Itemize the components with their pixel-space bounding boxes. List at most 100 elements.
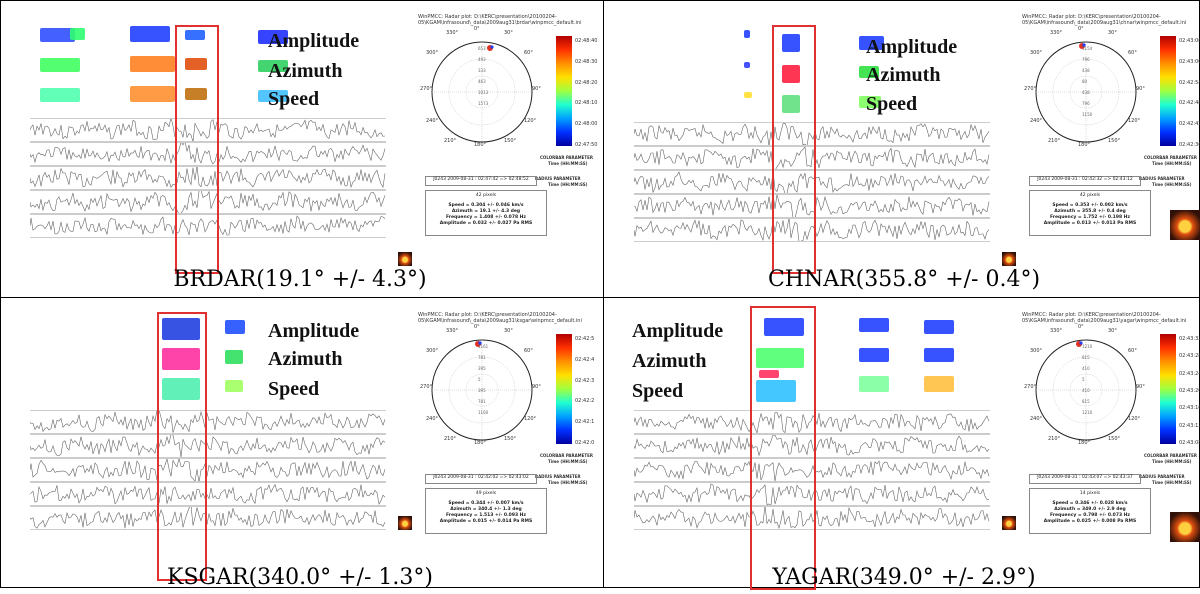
- colorbar-tick: 02:43:16: [1179, 405, 1200, 412]
- waveform-trace: [634, 170, 990, 194]
- stat-azimuth: Azimuth = 349.0 +/- 2.9 deg: [1054, 507, 1126, 512]
- radius-tick: 1150: [1082, 112, 1093, 117]
- compass-label: 120°: [524, 416, 537, 422]
- colorbar-tick: 02:43:28: [1179, 353, 1200, 360]
- pmcc-pixel-cluster: [162, 318, 200, 340]
- radius-tick: 5: [478, 377, 481, 382]
- waveform-line: [30, 215, 386, 236]
- pmcc-pixel-cluster: [258, 90, 288, 102]
- pmcc-pixel-cluster: [859, 96, 881, 108]
- compass-label: 120°: [1128, 118, 1141, 124]
- stat-speed: Speed = 0.304 +/- 0.046 km/s: [448, 203, 524, 208]
- radius-tick: 1013: [478, 90, 489, 95]
- radius-tick: 410: [1082, 366, 1090, 371]
- radius-parameter: RADIUS PARAMETER: [1139, 176, 1185, 181]
- waveform-line: [30, 191, 386, 213]
- compass-label: 120°: [524, 118, 537, 124]
- compass-label: 60°: [1128, 348, 1137, 354]
- colorbar-tick: 02:43:24: [1179, 370, 1200, 377]
- compass-label: 210°: [444, 138, 457, 144]
- compass-label: 90°: [532, 86, 541, 92]
- compass-label: 210°: [1048, 138, 1061, 144]
- compass-label: 90°: [1136, 384, 1145, 390]
- time-range: J0243 2009-08-31 : 02:42:32 => 02:43:12: [1037, 177, 1133, 182]
- radius-tick: 815: [1082, 399, 1090, 404]
- pmcc-pixel-cluster: [859, 36, 884, 50]
- waveform-trace: [634, 146, 990, 170]
- compass-label: 330°: [1050, 328, 1063, 334]
- colorbar-time: Time (HH:MM:SS): [1152, 459, 1192, 464]
- radius-parameter: RADIUS PARAMETER: [535, 176, 581, 181]
- colorbar-time: Time (HH:MM:SS): [1152, 161, 1192, 166]
- pmcc-logo-large: [1170, 210, 1200, 240]
- waveform-line: [634, 171, 990, 193]
- pmcc-pixel-cluster: [756, 348, 804, 368]
- pmcc-pixel-cluster: [185, 30, 205, 40]
- pmcc-pixel-cluster: [162, 348, 200, 370]
- highlight-box: [175, 25, 219, 274]
- radius-tick: 493: [478, 57, 486, 62]
- pmcc-plot: [626, 308, 998, 538]
- pmcc-pixel-cluster: [744, 62, 750, 68]
- colorbar-tick: 02:47:50: [575, 142, 598, 148]
- waveform-line: [634, 507, 990, 529]
- pmcc-pixel-cluster: [130, 86, 175, 102]
- pixel-count: 14 pixels: [1079, 491, 1101, 496]
- panel-ksgar: Amplitude Azimuth Speed WinPMCC: Radar plot…: [0, 298, 600, 594]
- waveform-trace: [30, 506, 386, 530]
- label-amplitude: Amplitude: [866, 36, 958, 58]
- colorbar-tick: 02:42:54: [1179, 79, 1200, 86]
- radar-title: WinPMCC: Radar plot: D:\KERC\presentatio…: [1022, 14, 1187, 26]
- divider-vertical: [603, 0, 604, 588]
- panel-chnar: Amplitude Azimuth Speed WinPMCC: Radar plot…: [604, 0, 1200, 296]
- waveform-line: [634, 483, 990, 505]
- radius-parameter: RADIUS PARAMETER: [1139, 474, 1185, 479]
- polar-plot: [431, 339, 533, 441]
- colorbar-tick: 02:48:00: [575, 121, 598, 128]
- colorbar-tick: 02:43:08: [1179, 440, 1200, 446]
- pmcc-logo-large: [1170, 512, 1200, 542]
- radius-tick: 796: [1082, 101, 1090, 106]
- waveform-line: [634, 460, 990, 481]
- waveform-line: [30, 507, 386, 529]
- pmcc-pixel-cluster: [859, 376, 889, 392]
- pmcc-pixel-cluster: [70, 28, 85, 40]
- label-speed: Speed: [268, 378, 320, 400]
- pmcc-pixel-cluster: [924, 320, 954, 334]
- pmcc-pixel-cluster: [185, 88, 207, 100]
- radar-title: WinPMCC: Radar plot: D:\KERC\presentatio…: [418, 14, 582, 26]
- radius-tick: 410: [1082, 388, 1090, 393]
- radius-time: Time (HH:MM:SS): [548, 480, 588, 485]
- waveform-trace: [30, 190, 386, 214]
- colorbar-time: Time (HH:MM:SS): [548, 459, 588, 464]
- compass-label: 270°: [420, 86, 433, 92]
- time-range: J0243 2009-08-31 : 02:47:42 => 02:48:52: [433, 177, 529, 182]
- pmcc-pixel-cluster: [40, 28, 75, 42]
- compass-label: 270°: [420, 384, 433, 390]
- compass-label: 120°: [1128, 416, 1141, 422]
- radius-tick: 796: [1082, 57, 1090, 62]
- radius-tick: 1573: [478, 101, 489, 106]
- compass-label: 0°: [474, 324, 480, 330]
- colorbar-tick: 02:42:0: [575, 440, 595, 446]
- compass-label: 30°: [1108, 328, 1117, 334]
- waveform-line: [634, 147, 990, 169]
- panel-yagar: Amplitude Azimuth Speed WinPMCC: Radar plot…: [604, 298, 1200, 594]
- colorbar-time: Time (HH:MM:SS): [548, 161, 588, 166]
- polar-plot: [431, 41, 533, 143]
- waveform-line: [634, 123, 990, 145]
- radius-tick: 815: [1082, 355, 1090, 360]
- compass-label: 0°: [1078, 324, 1084, 330]
- waveform-trace: [634, 434, 990, 458]
- waveform-trace: [30, 482, 386, 506]
- pmcc-pixel-cluster: [782, 95, 800, 113]
- pmcc-pixel-cluster: [225, 350, 243, 364]
- stats-box: 42 pixels Speed = 0.304 +/- 0.046 km/s A…: [425, 190, 547, 236]
- compass-label: 240°: [426, 118, 439, 124]
- stat-speed: Speed = 0.353 +/- 0.002 km/s: [1052, 203, 1128, 208]
- highlight-box: [772, 25, 816, 274]
- compass-label: 60°: [524, 50, 533, 56]
- label-speed: Speed: [268, 88, 320, 110]
- compass-label: 240°: [1030, 416, 1043, 422]
- pixel-count: 49 pixels: [475, 491, 497, 496]
